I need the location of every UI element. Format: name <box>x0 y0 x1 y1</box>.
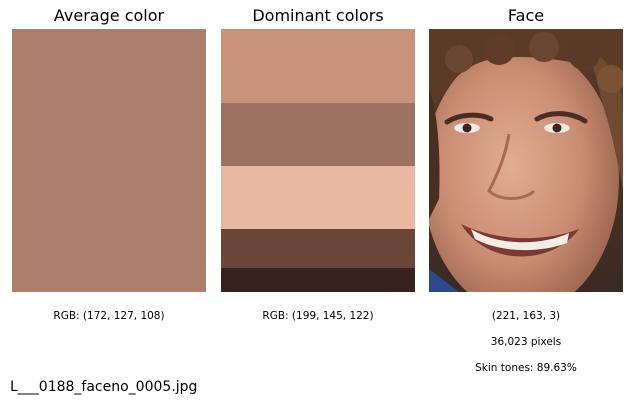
face-skin-tones-caption: Skin tones: 89.63% <box>475 362 577 374</box>
dominant-colors-stack <box>221 29 415 293</box>
face-pixels-caption: 36,023 pixels <box>490 336 562 348</box>
face-image <box>429 29 623 292</box>
filename-label: L___0188_faceno_0005.jpg <box>10 379 198 395</box>
average-color-swatch <box>12 29 206 292</box>
dominant-color-stripe <box>221 102 415 166</box>
face-rgb-caption: (221, 163, 3) <box>491 310 561 322</box>
dominant-color-stripe <box>221 268 415 293</box>
dominant-colors-title: Dominant colors <box>252 6 384 25</box>
average-color-caption: RGB: (172, 127, 108) <box>53 310 165 322</box>
dominant-colors-caption: RGB: (199, 145, 122) <box>262 310 374 322</box>
dominant-color-stripe <box>221 165 415 229</box>
face-illustration <box>429 29 623 292</box>
dominant-color-stripe <box>221 29 415 103</box>
dominant-color-stripe <box>221 228 415 269</box>
face-title: Face <box>507 6 545 25</box>
average-color-title: Average color <box>53 6 165 25</box>
